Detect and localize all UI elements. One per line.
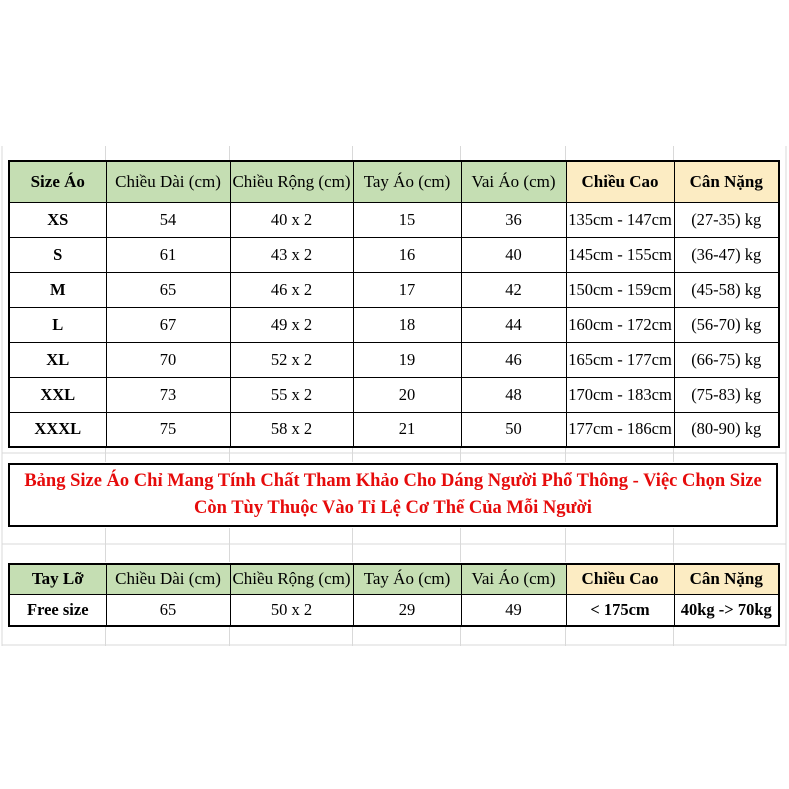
table-cell: 67: [105, 306, 231, 343]
table-cell: 145cm - 155cm: [565, 236, 675, 273]
table-cell: 40: [460, 236, 567, 273]
table-cell: 20: [352, 376, 462, 413]
table-cell: 50: [460, 411, 567, 448]
table-cell-weight: 40kg -> 70kg: [673, 593, 780, 627]
size-label: XXL: [8, 376, 107, 413]
table-cell: (56-70) kg: [673, 306, 780, 343]
table-cell: 40 x 2: [229, 201, 354, 238]
table-cell: 15: [352, 201, 462, 238]
table-row-m: M 65 46 x 2 17 42 150cm - 159cm (45-58) …: [8, 271, 780, 308]
header-cell-chieu-dai: Chiều Dài (cm): [105, 160, 231, 203]
table-cell: 46: [460, 341, 567, 378]
header-cell-size-ao: Size Áo: [8, 160, 107, 203]
table-cell: 43 x 2: [229, 236, 354, 273]
table-cell: 21: [352, 411, 462, 448]
table-cell: 19: [352, 341, 462, 378]
table-cell: 55 x 2: [229, 376, 354, 413]
size-label: XXXL: [8, 411, 107, 448]
table-row-xxl: XXL 73 55 x 2 20 48 170cm - 183cm (75-83…: [8, 376, 780, 413]
table-cell: 49: [460, 593, 567, 627]
header-cell-can-nang: Cân Nặng: [673, 160, 780, 203]
notice-line-1: Bảng Size Áo Chỉ Mang Tính Chất Tham Khả…: [24, 471, 762, 491]
size-label: S: [8, 236, 107, 273]
table-cell: (75-83) kg: [673, 376, 780, 413]
header-cell-vai-ao: Vai Áo (cm): [460, 160, 567, 203]
table-cell: 170cm - 183cm: [565, 376, 675, 413]
size-label: XL: [8, 341, 107, 378]
header-cell-tay-lo: Tay Lỡ: [8, 563, 107, 595]
header-cell-chieu-rong: Chiều Rộng (cm): [229, 563, 354, 595]
table-cell: 160cm - 172cm: [565, 306, 675, 343]
table-cell: 73: [105, 376, 231, 413]
table-cell: 65: [105, 593, 231, 627]
size-label: XS: [8, 201, 107, 238]
notice-line-2: Còn Tùy Thuộc Vào Tỉ Lệ Cơ Thể Của Mỗi N…: [194, 498, 592, 518]
table-cell: 36: [460, 201, 567, 238]
table-cell: 150cm - 159cm: [565, 271, 675, 308]
table-cell: 48: [460, 376, 567, 413]
table-cell: 18: [352, 306, 462, 343]
table-cell: 70: [105, 341, 231, 378]
header-cell-chieu-cao: Chiều Cao: [565, 563, 675, 595]
size-label: L: [8, 306, 107, 343]
main-header-row: Size Áo Chiều Dài (cm) Chiều Rộng (cm) T…: [8, 160, 780, 203]
size-label: M: [8, 271, 107, 308]
table-cell: 17: [352, 271, 462, 308]
header-cell-vai-ao: Vai Áo (cm): [460, 563, 567, 595]
table-row-xl: XL 70 52 x 2 19 46 165cm - 177cm (66-75)…: [8, 341, 780, 378]
table-row-xxxl: XXXL 75 58 x 2 21 50 177cm - 186cm (80-9…: [8, 411, 780, 448]
table-cell: 52 x 2: [229, 341, 354, 378]
table-cell: 16: [352, 236, 462, 273]
free-size-table: Tay Lỡ Chiều Dài (cm) Chiều Rộng (cm) Ta…: [8, 563, 780, 627]
table-cell: 177cm - 186cm: [565, 411, 675, 448]
main-size-table: Size Áo Chiều Dài (cm) Chiều Rộng (cm) T…: [8, 160, 780, 448]
table-cell: 75: [105, 411, 231, 448]
table-cell: 54: [105, 201, 231, 238]
notice-box: Bảng Size Áo Chỉ Mang Tính Chất Tham Khả…: [8, 463, 778, 527]
table-cell: 44: [460, 306, 567, 343]
table-row-s: S 61 43 x 2 16 40 145cm - 155cm (36-47) …: [8, 236, 780, 273]
table-cell-height: < 175cm: [565, 593, 675, 627]
table-cell: 61: [105, 236, 231, 273]
header-cell-tay-ao: Tay Áo (cm): [352, 563, 462, 595]
table-row-free-size: Free size 65 50 x 2 29 49 < 175cm 40kg -…: [8, 593, 780, 627]
header-cell-chieu-dai: Chiều Dài (cm): [105, 563, 231, 595]
table-cell: 49 x 2: [229, 306, 354, 343]
table-cell: (45-58) kg: [673, 271, 780, 308]
table-row-xs: XS 54 40 x 2 15 36 135cm - 147cm (27-35)…: [8, 201, 780, 238]
table-cell: 50 x 2: [229, 593, 354, 627]
table-cell: 135cm - 147cm: [565, 201, 675, 238]
table-cell: (36-47) kg: [673, 236, 780, 273]
table-cell: 46 x 2: [229, 271, 354, 308]
table-cell: (80-90) kg: [673, 411, 780, 448]
table-cell: (27-35) kg: [673, 201, 780, 238]
header-cell-chieu-cao: Chiều Cao: [565, 160, 675, 203]
secondary-header-row: Tay Lỡ Chiều Dài (cm) Chiều Rộng (cm) Ta…: [8, 563, 780, 595]
size-label: Free size: [8, 593, 107, 627]
table-cell: 165cm - 177cm: [565, 341, 675, 378]
table-cell: 29: [352, 593, 462, 627]
header-cell-tay-ao: Tay Áo (cm): [352, 160, 462, 203]
table-cell: (66-75) kg: [673, 341, 780, 378]
header-cell-chieu-rong: Chiều Rộng (cm): [229, 160, 354, 203]
table-row-l: L 67 49 x 2 18 44 160cm - 172cm (56-70) …: [8, 306, 780, 343]
header-cell-can-nang: Cân Nặng: [673, 563, 780, 595]
table-cell: 42: [460, 271, 567, 308]
table-cell: 58 x 2: [229, 411, 354, 448]
table-cell: 65: [105, 271, 231, 308]
